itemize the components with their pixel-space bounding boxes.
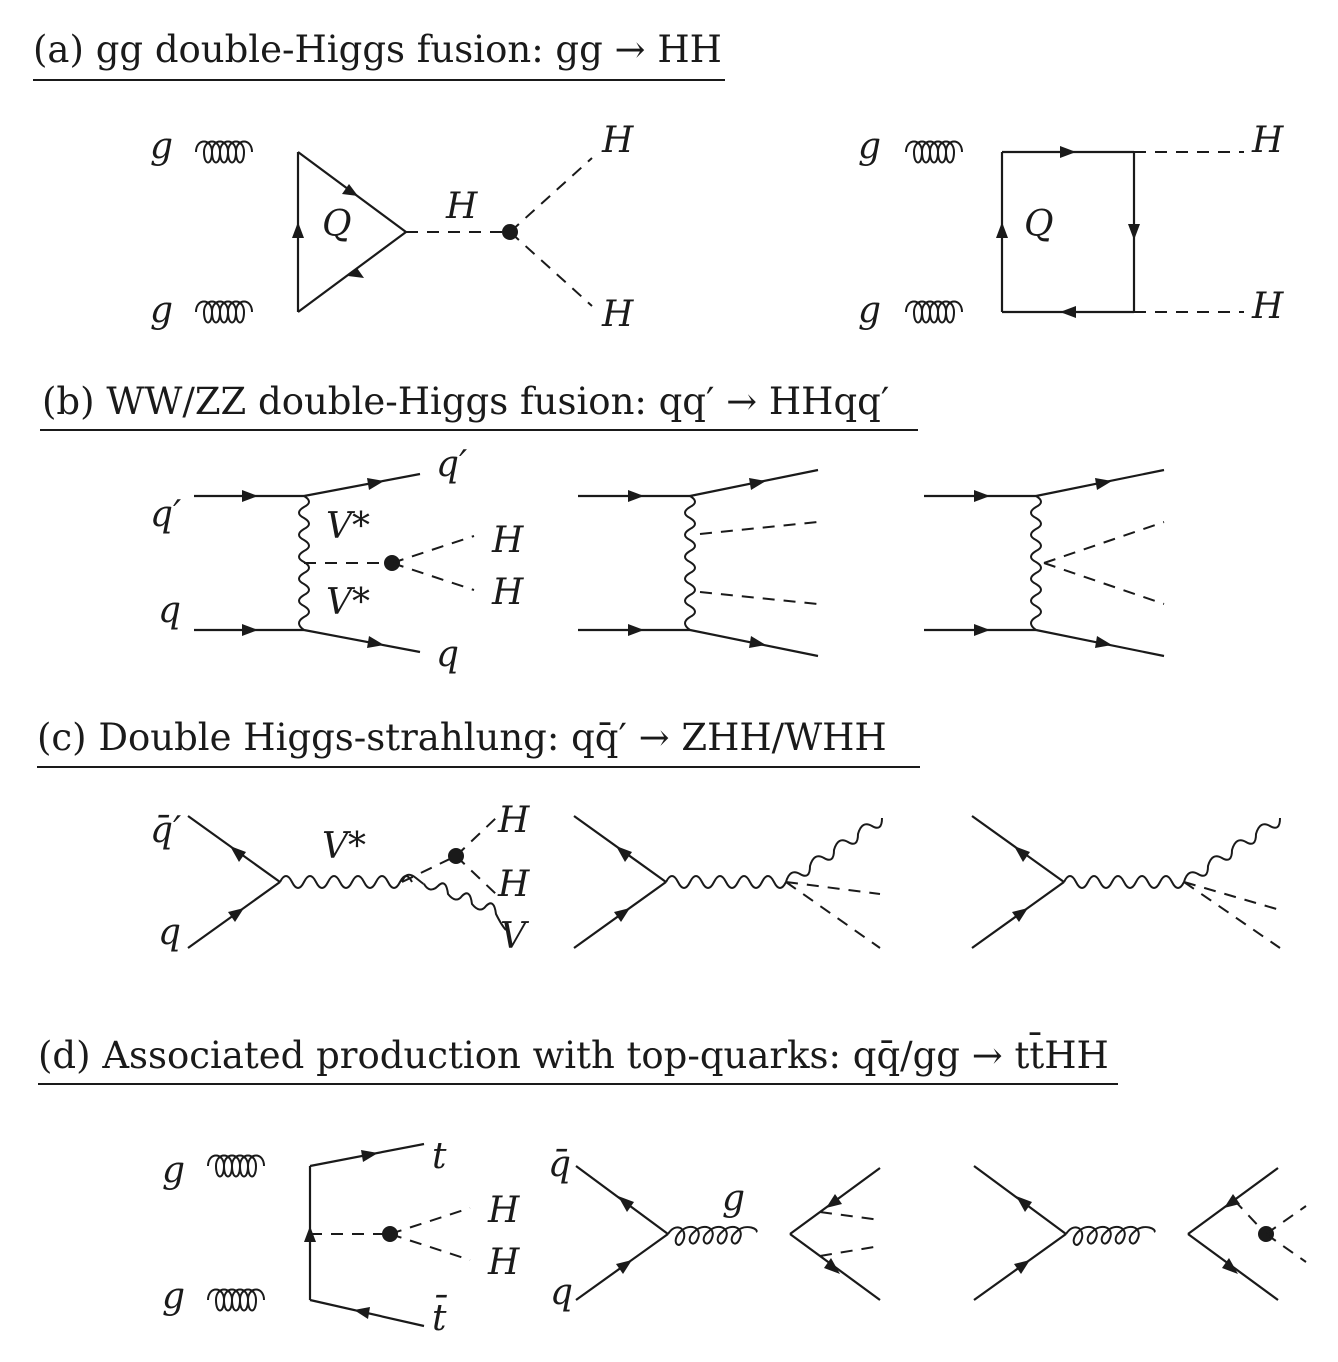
label-Q: Q [1024, 204, 1054, 245]
section-c: (c) Double Higgs-strahlung: qq̄′ → ZHH/W… [37, 716, 1281, 957]
label-q-in: q [158, 590, 181, 631]
label-g-top: g [162, 1150, 185, 1191]
label-g-bottom: g [858, 290, 881, 331]
gluon-top [905, 140, 963, 164]
label-H-propagator: H [445, 186, 478, 227]
arrow-upper [342, 184, 358, 196]
label-H-bottom: H [497, 864, 530, 905]
label-qprime-in: q′ [150, 494, 181, 535]
strahlung-diagram-3 [971, 815, 1281, 949]
arrow-up [996, 222, 1008, 238]
tthh-diagram-2: q̄ q g [548, 1144, 881, 1313]
strahlung-diagram-1: q̄′ q V* H H V [150, 800, 530, 957]
higgs-out-bottom [509, 231, 593, 307]
label-q: q [158, 912, 181, 953]
gluon-bottom [905, 300, 963, 324]
label-H-bottom: H [487, 1242, 520, 1283]
section-a: (a) gg double-Higgs fusion: gg → HH g g … [33, 28, 1284, 335]
label-tbar: t̄ [432, 1295, 448, 1339]
label-Vstar: V* [322, 826, 366, 867]
section-c-title: (c) Double Higgs-strahlung: qq̄′ → ZHH/W… [37, 716, 887, 759]
vbf-diagram-2 [578, 468, 819, 658]
arrow-lower [348, 268, 364, 278]
label-qbar: q̄ [548, 1144, 571, 1185]
label-q: q [550, 1272, 573, 1313]
arrow-down [1128, 224, 1140, 240]
strahlung-diagram-2 [573, 815, 883, 949]
label-g-top: g [150, 126, 173, 167]
label-g-propagator: g [722, 1178, 745, 1219]
section-a-title: (a) gg double-Higgs fusion: gg → HH [33, 28, 722, 71]
label-g-top: g [858, 126, 881, 167]
label-g-bottom: g [150, 290, 173, 331]
label-qprime-out: q′ [436, 444, 467, 485]
section-d-title: (d) Associated production with top-quark… [38, 1032, 1109, 1077]
vbf-diagram-1: q′ q q′ q V* V* H H [150, 444, 524, 675]
gluon-top [195, 140, 253, 164]
label-H-top: H [1251, 120, 1284, 161]
label-Vstar-bottom: V* [326, 582, 370, 623]
vbf-diagram-3 [924, 468, 1165, 658]
label-H-bottom: H [601, 294, 634, 335]
label-H-bottom: H [1251, 286, 1284, 327]
label-H-bottom: H [491, 572, 524, 613]
label-qbarprime: q̄′ [150, 810, 181, 851]
tthh-diagram-1: g g t t̄ H H [162, 1136, 520, 1339]
section-d: (d) Associated production with top-quark… [38, 1032, 1307, 1339]
section-b-title: (b) WW/ZZ double-Higgs fusion: qq′ → HHq… [42, 380, 889, 423]
tthh-diagram-3 [973, 1165, 1307, 1301]
section-b: (b) WW/ZZ double-Higgs fusion: qq′ → HHq… [40, 380, 1165, 675]
higgs-out-top [509, 157, 593, 233]
label-Vstar-top: V* [326, 506, 370, 547]
label-t: t [432, 1136, 447, 1177]
label-H-top: H [487, 1190, 520, 1231]
arrow-up [292, 222, 304, 238]
triangle-diagram: g g Q H H H [150, 120, 634, 335]
label-q-out: q [436, 634, 459, 675]
arrow-right [1060, 146, 1076, 158]
box-diagram: g g Q H H [858, 120, 1284, 331]
label-H-top: H [497, 800, 530, 841]
label-H-top: H [601, 120, 634, 161]
arrow-left [1060, 306, 1076, 318]
quark-line-lower [297, 231, 407, 313]
label-Q: Q [322, 204, 352, 245]
label-V: V [500, 916, 530, 957]
label-H-top: H [491, 520, 524, 561]
label-g-bottom: g [162, 1276, 185, 1317]
gluon-bottom [195, 300, 253, 324]
